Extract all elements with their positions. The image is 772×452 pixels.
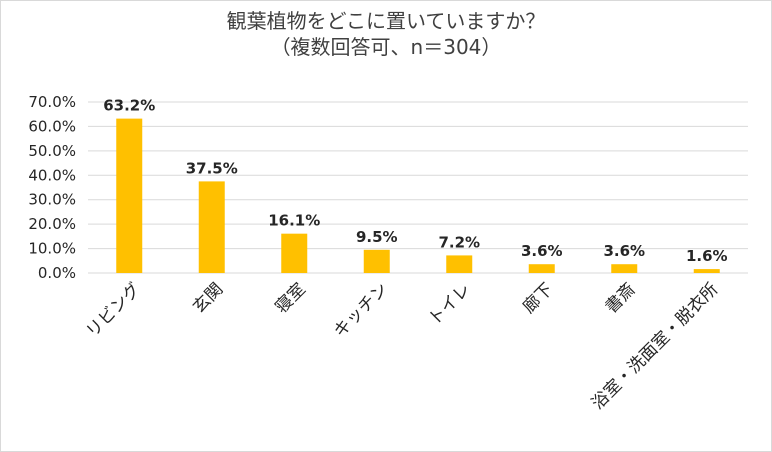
chart-subtitle: （複数回答可、n＝304）: [270, 35, 502, 59]
category-label: 寝室: [271, 279, 310, 318]
chart-title-block: 観葉植物をどこに置いていますか？ （複数回答可、n＝304）: [0, 8, 772, 60]
bar: [693, 269, 720, 273]
y-tick-label: 0.0%: [38, 264, 76, 282]
data-label: 37.5%: [186, 159, 238, 177]
bar: [116, 118, 143, 274]
data-label: 63.2%: [103, 97, 155, 115]
bar: [281, 233, 308, 273]
y-tick-label: 70.0%: [28, 93, 76, 111]
y-tick-label: 40.0%: [28, 166, 76, 184]
bar: [446, 255, 473, 273]
category-label: キッチン: [330, 279, 392, 341]
category-label: 書斎: [602, 279, 640, 317]
bar: [363, 249, 390, 273]
data-label: 3.6%: [521, 242, 563, 260]
data-label: 16.1%: [268, 212, 320, 230]
category-label: 玄関: [189, 279, 227, 317]
data-label: 1.6%: [686, 247, 728, 265]
y-tick-label: 20.0%: [28, 215, 76, 233]
bar: [611, 264, 638, 273]
category-label: トイレ: [425, 279, 475, 329]
y-tick-label: 50.0%: [28, 142, 76, 160]
bar: [528, 264, 555, 273]
chart-title: 観葉植物をどこに置いていますか？: [226, 9, 546, 33]
data-label: 3.6%: [603, 242, 645, 260]
category-label: リビング: [83, 279, 145, 341]
bar: [198, 181, 225, 273]
y-tick-label: 60.0%: [28, 117, 76, 135]
y-tick-label: 30.0%: [28, 191, 76, 209]
data-label: 7.2%: [438, 233, 480, 251]
data-label: 9.5%: [356, 228, 398, 246]
y-tick-label: 10.0%: [28, 240, 76, 258]
category-label: 廊下: [519, 279, 557, 317]
